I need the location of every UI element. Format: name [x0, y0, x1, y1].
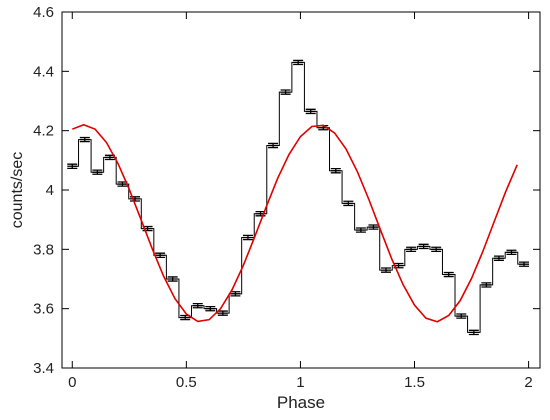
y-tick-label: 4.2	[33, 123, 54, 140]
x-tick-label: 0	[68, 374, 76, 391]
error-bar	[230, 291, 241, 297]
y-tick-label: 4	[46, 182, 54, 199]
error-bar	[79, 136, 90, 143]
error-bar	[330, 167, 341, 174]
error-bar	[506, 249, 517, 256]
error-bar	[468, 329, 479, 336]
error-bar	[268, 142, 279, 149]
plot-frame	[61, 11, 541, 369]
error-bar	[368, 224, 379, 230]
error-bar	[142, 225, 153, 232]
y-tick-label: 4.4	[33, 63, 54, 80]
error-bar	[443, 271, 454, 278]
x-tick-label: 1.5	[404, 374, 425, 391]
y-axis-label: counts/sec	[9, 152, 26, 228]
error-bar	[67, 163, 78, 169]
error-bar	[431, 246, 442, 253]
error-bar	[380, 267, 391, 273]
error-bar	[393, 262, 404, 269]
error-bar	[481, 282, 492, 288]
x-axis-label: Phase	[277, 393, 325, 412]
error-bar	[180, 314, 191, 321]
error-bar	[280, 89, 291, 95]
step-line	[72, 61, 525, 333]
error-bar	[418, 243, 429, 250]
fit-curve	[71, 123, 518, 323]
y-tick-label: 3.8	[33, 241, 54, 258]
x-tick-label: 2	[524, 374, 532, 391]
error-bar	[205, 305, 216, 312]
error-bar	[293, 59, 304, 66]
x-tick-label: 1	[296, 374, 304, 391]
error-bar	[92, 169, 103, 175]
y-tick-label: 3.4	[33, 360, 54, 377]
error-bar	[130, 196, 141, 202]
error-bar	[255, 211, 266, 217]
error-bar	[343, 200, 354, 207]
y-tick-label: 3.6	[33, 301, 54, 318]
error-bar	[217, 310, 228, 316]
error-bar	[406, 246, 417, 253]
error-bar	[104, 154, 115, 161]
error-bar	[155, 252, 166, 258]
error-bar	[117, 181, 128, 187]
error-bar	[493, 255, 504, 261]
error-bar	[192, 302, 203, 309]
x-tick-label: 0.5	[176, 374, 197, 391]
error-bar	[242, 234, 253, 241]
error-bar	[355, 227, 366, 233]
error-bar	[305, 108, 316, 115]
error-bar	[456, 313, 467, 319]
error-bar	[519, 261, 530, 267]
error-bar	[167, 276, 178, 282]
y-tick-label: 4.6	[33, 4, 54, 21]
